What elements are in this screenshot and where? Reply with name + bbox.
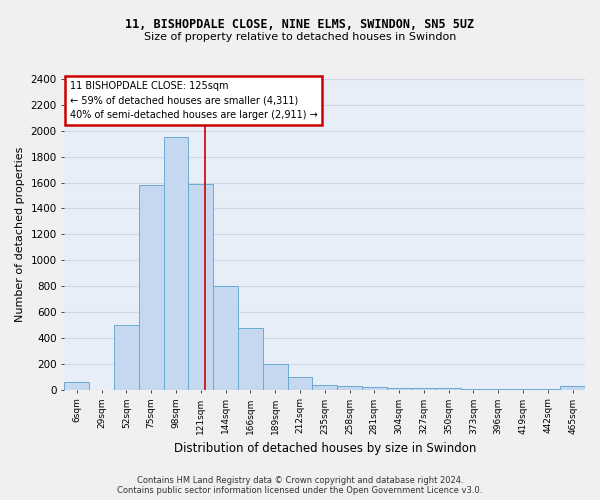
- Bar: [486, 389, 511, 390]
- Bar: [114, 325, 139, 390]
- Bar: [213, 286, 238, 390]
- Bar: [337, 386, 362, 390]
- Bar: [461, 389, 486, 390]
- Y-axis label: Number of detached properties: Number of detached properties: [15, 146, 25, 322]
- Text: 11 BISHOPDALE CLOSE: 125sqm
← 59% of detached houses are smaller (4,311)
40% of : 11 BISHOPDALE CLOSE: 125sqm ← 59% of det…: [70, 80, 317, 120]
- Bar: [511, 389, 535, 390]
- Bar: [535, 389, 560, 390]
- Text: Contains public sector information licensed under the Open Government Licence v3: Contains public sector information licen…: [118, 486, 482, 495]
- Bar: [64, 382, 89, 390]
- Text: Size of property relative to detached houses in Swindon: Size of property relative to detached ho…: [144, 32, 456, 42]
- Bar: [412, 388, 436, 390]
- Bar: [386, 388, 412, 390]
- Text: Contains HM Land Registry data © Crown copyright and database right 2024.: Contains HM Land Registry data © Crown c…: [137, 476, 463, 485]
- Bar: [287, 378, 313, 390]
- Bar: [263, 364, 287, 390]
- Text: 11, BISHOPDALE CLOSE, NINE ELMS, SWINDON, SN5 5UZ: 11, BISHOPDALE CLOSE, NINE ELMS, SWINDON…: [125, 18, 475, 30]
- Bar: [362, 387, 386, 390]
- Bar: [238, 328, 263, 390]
- X-axis label: Distribution of detached houses by size in Swindon: Distribution of detached houses by size …: [173, 442, 476, 455]
- Bar: [188, 184, 213, 390]
- Bar: [313, 384, 337, 390]
- Bar: [139, 185, 164, 390]
- Bar: [436, 388, 461, 390]
- Bar: [560, 386, 585, 390]
- Bar: [164, 137, 188, 390]
